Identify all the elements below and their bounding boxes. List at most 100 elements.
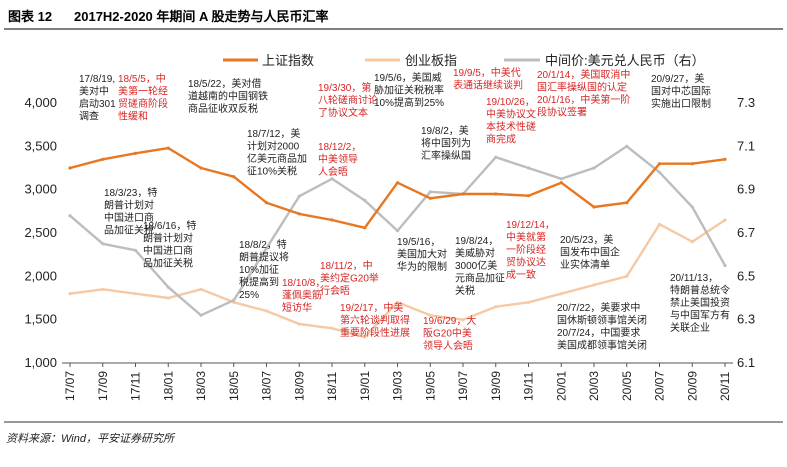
annotation-line: 短访华 <box>282 301 312 314</box>
annotation-line: 第六轮谈判取得 <box>340 314 410 327</box>
x-tick-label: 18/07 <box>260 371 274 401</box>
series-point-sse <box>723 157 727 161</box>
series-point-cyb <box>592 283 596 287</box>
series-point-usd <box>625 144 629 148</box>
annotation-line: 国对中芯国际 <box>651 85 711 98</box>
annotation-line: 20/7/24，中国要求 <box>557 326 640 339</box>
annotation-line: 华为的限制 <box>397 260 447 273</box>
y-left-tick-label: 3,000 <box>24 182 57 197</box>
x-tick-label: 20/09 <box>685 371 699 401</box>
annotation-16: 19/6/29，大阪G20中美领导人会晤 <box>423 314 476 352</box>
annotation-line: 19/10/26， <box>486 97 535 108</box>
annotation-line: 汇率操纵国 <box>421 149 471 162</box>
series-point-cyb <box>395 300 400 304</box>
series-point-usd <box>526 166 531 170</box>
series-point-cyb <box>625 274 629 278</box>
x-tick-label: 18/09 <box>292 371 306 401</box>
x-tick-label: 19/07 <box>456 371 470 401</box>
x-tick-label: 17/11 <box>129 372 143 401</box>
annotation-line: 阪G20中美 <box>423 327 472 340</box>
annotation-line: 了协议文本 <box>318 106 368 119</box>
figure-number: 图表 12 <box>8 9 52 24</box>
series-point-sse <box>657 162 662 166</box>
annotation-3: 18/5/22，美对借道越南的中国钢铁商品征收双反税 <box>188 77 268 115</box>
annotation-line: 贸磋商阶段 <box>118 97 168 110</box>
series-point-usd <box>592 166 596 170</box>
annotation-23: 20/5/23，美国发布中国企业实体清单 <box>560 233 620 271</box>
annotation-line: 19/3/30，第 <box>318 81 371 94</box>
x-tick-label: 20/05 <box>620 371 634 401</box>
series-point-sse <box>297 212 301 216</box>
annotation-line: 中美协议文 <box>486 108 536 121</box>
series-point-sse <box>264 201 269 205</box>
annotation-line: 20/7/22，美要求中 <box>557 301 640 314</box>
annotation-line: 19/9/5，中美代 <box>453 66 521 79</box>
annotation-line: 特朗普总统令 <box>670 284 730 297</box>
annotation-line: 25% <box>239 290 259 301</box>
series-point-cyb <box>363 335 367 339</box>
annotation-line: 18/5/22，美对借 <box>188 77 261 90</box>
annotation-line: 贸协议达 <box>506 256 546 269</box>
annotation-line: 征10%关税 <box>247 165 297 178</box>
y-right-tick-label: 7.3 <box>737 95 755 110</box>
annotation-line: 关税 <box>455 284 475 297</box>
x-tick-label: 17/09 <box>96 371 110 401</box>
annotation-line: 朗普计划对 <box>143 232 193 245</box>
series-point-cyb <box>657 222 662 226</box>
series-point-usd <box>166 285 170 289</box>
series-point-cyb <box>133 292 138 296</box>
annotation-line: 品加征关税 <box>143 257 193 270</box>
annotation-18: 19/9/5，中美代表通话继续谈判 <box>453 66 523 92</box>
annotation-line: 国休斯顿领事馆关闭 <box>557 314 647 327</box>
annotation-line: 美对中 <box>79 85 109 98</box>
annotation-line: 10%加征 <box>239 264 279 276</box>
series-point-cyb <box>101 287 105 291</box>
series-point-usd <box>232 298 236 302</box>
x-tick-label: 17/07 <box>63 371 77 401</box>
annotation-line: 成一致 <box>506 268 536 281</box>
series-point-usd <box>133 248 138 252</box>
series-point-sse <box>592 205 596 209</box>
annotation-line: 性缓和 <box>118 110 148 123</box>
annotation-line: 一阶段经 <box>506 243 546 256</box>
y-left-tick-label: 2,500 <box>24 225 57 240</box>
annotation-line: 20/9/27，美 <box>651 72 704 85</box>
series-point-cyb <box>559 292 563 296</box>
annotation-22: 20/9/27，美国对中芯国际实施出口限制 <box>651 72 711 110</box>
series-point-cyb <box>68 292 72 296</box>
y-right-tick-label: 6.3 <box>737 312 755 327</box>
annotation-13: 19/5/6，美国威胁加征关税税率 10%提高到25% <box>374 71 444 109</box>
annotation-line: 元商品加征 <box>455 272 505 285</box>
annotation-25: 20/11/13，特朗普总统令禁止美国投资与中国军方有关联企业 <box>670 273 730 334</box>
series-point-sse <box>232 175 236 179</box>
annotation-line: 将中国列为 <box>421 137 471 150</box>
annotation-line: 20/1/14，美国取消中 <box>537 68 630 81</box>
series-point-cyb <box>690 240 694 244</box>
annotation-line: 美国成都领事馆关闭 <box>557 339 647 352</box>
annotation-line: 18/11/2，中 <box>320 259 373 272</box>
annotation-line: 与中国军方有 <box>670 309 730 322</box>
annotation-15: 19/5/16，美国加大对华为的限制 <box>397 237 447 273</box>
legend: 上证指数 创业板指 中间价:美元兑人民币（右） <box>223 53 705 68</box>
annotation-line: 重要阶段性进展 <box>340 326 410 339</box>
annotation-line: 18/10/8， <box>282 278 325 289</box>
annotation-line: 19/2/17，中美 <box>340 301 403 314</box>
annotation-line: 20/11/13， <box>670 273 718 284</box>
annotation-20: 19/12/14，中美就第一阶段经贸协议达成一致 <box>506 220 555 281</box>
annotation-7: 18/8/2，特朗普提议将 10%加征税提高到 25% <box>239 239 289 301</box>
x-tick-label: 19/01 <box>358 371 372 401</box>
annotation-line: 10%提高到25% <box>374 96 444 109</box>
legend-label-sse: 上证指数 <box>262 53 314 68</box>
annotation-line: 胁加征关税税率 <box>374 84 444 97</box>
x-tick-label: 19/09 <box>489 371 503 401</box>
annotation-line: 业实体清单 <box>560 258 610 271</box>
y-axis-right: 6.1 6.3 6.5 6.7 6.9 7.1 7.3 <box>737 95 755 370</box>
annotation-line: 实施出口限制 <box>651 97 711 110</box>
series-point-usd <box>101 242 105 246</box>
series-point-cyb <box>199 287 203 291</box>
annotation-line: 亿美元商品加 <box>247 152 307 165</box>
chart-title: 2017H2-2020 年期间 A 股走势与人民币汇率 <box>74 9 329 24</box>
y-axis-left: 1,000 1,500 2,000 2,500 3,000 3,500 4,000 <box>24 95 57 370</box>
x-tick-label: 19/03 <box>391 371 405 401</box>
